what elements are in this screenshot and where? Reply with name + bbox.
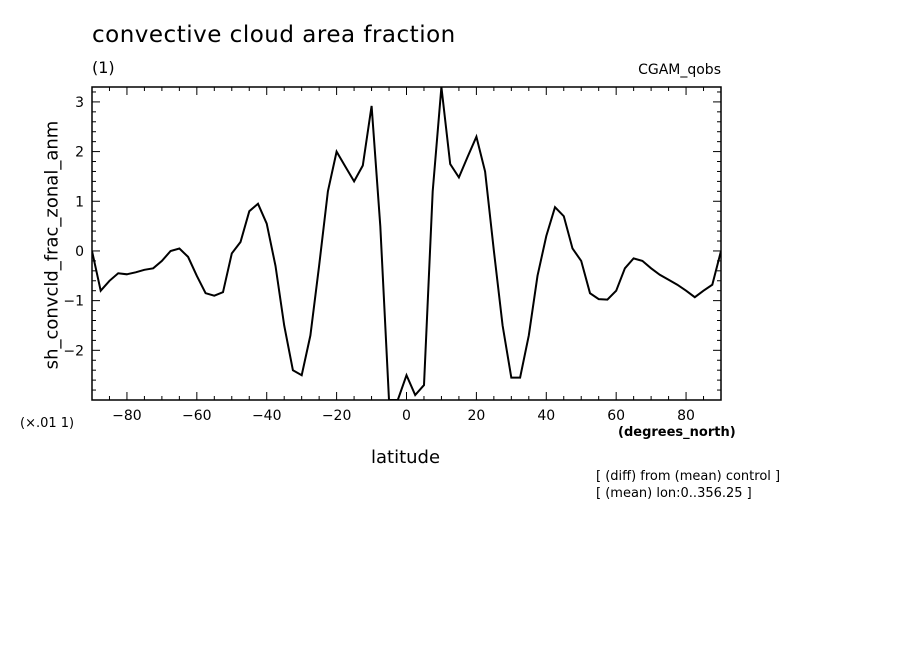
x-tick-label: 40 xyxy=(537,408,555,424)
plot-frame xyxy=(91,86,722,401)
x-tick-label: 0 xyxy=(402,408,411,424)
y-tick-label: 1 xyxy=(75,194,84,210)
y-tick-label: 3 xyxy=(75,95,84,111)
x-tick-label: −20 xyxy=(322,408,352,424)
y-tick-label: −2 xyxy=(63,343,84,359)
series-line-anomaly xyxy=(92,87,721,400)
axes-layer xyxy=(91,86,722,401)
x-tick-label: 20 xyxy=(467,408,485,424)
x-axis-units: (degrees_north) xyxy=(618,425,736,440)
y-tick-label: −1 xyxy=(63,294,84,310)
x-tick-label: −60 xyxy=(182,408,212,424)
x-tick-label: 80 xyxy=(677,408,695,424)
x-axis-label: latitude xyxy=(371,447,441,468)
series-layer xyxy=(92,87,721,400)
run-label: CGAM_qobs xyxy=(638,62,721,78)
chart-subtitle: (1) xyxy=(92,58,115,77)
tick-labels-layer: −80 −60 −40 −20 0 20 40 60 80 −2 −1 0 1 2 3 xyxy=(63,95,695,424)
x-tick-label: −80 xyxy=(112,408,142,424)
y-tick-label: 0 xyxy=(75,244,84,260)
mean-note: [ (mean) lon:0..356.25 ] xyxy=(596,486,752,501)
diff-note: [ (diff) from (mean) control ] xyxy=(596,469,781,484)
x-tick-label: −40 xyxy=(252,408,282,424)
x-tick-label: 60 xyxy=(607,408,625,424)
y-scale-note: (×.01 1) xyxy=(20,416,75,431)
chart-title: convective cloud area fraction xyxy=(92,22,456,48)
y-tick-label: 2 xyxy=(75,145,84,161)
ticks-layer xyxy=(91,87,722,401)
